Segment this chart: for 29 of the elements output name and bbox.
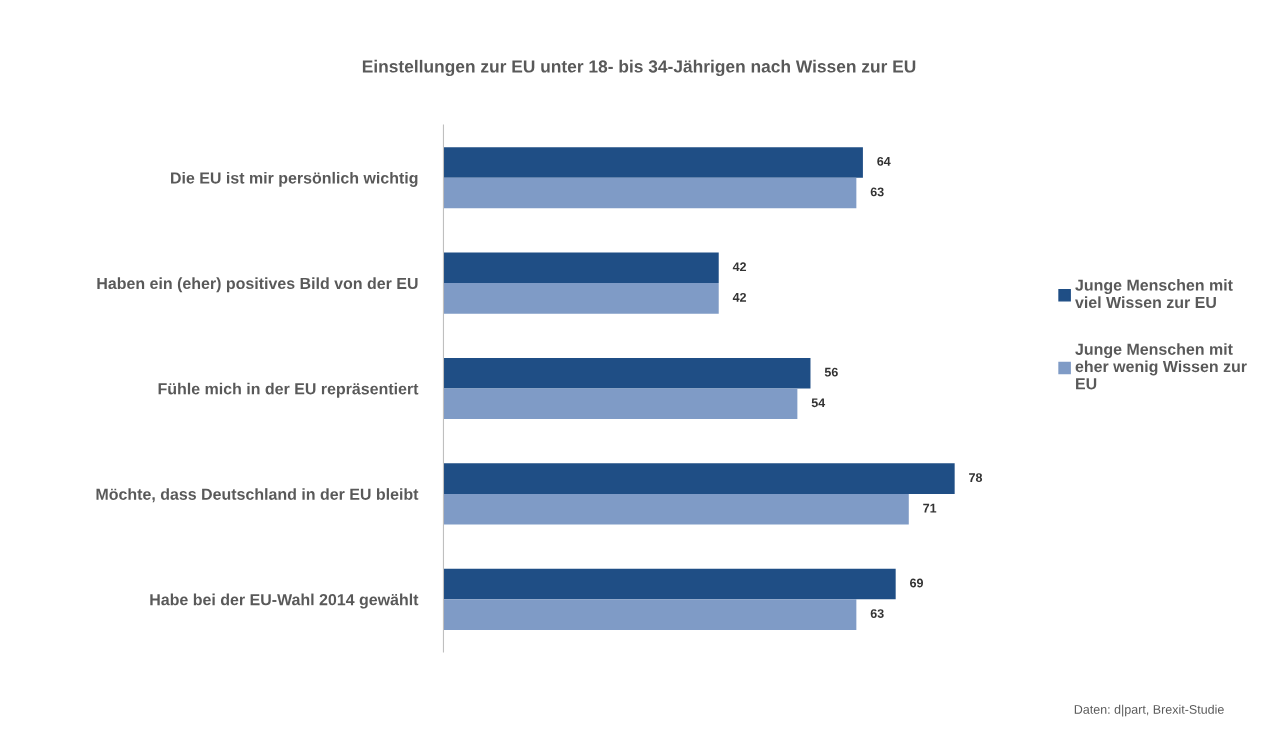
data-label: 54	[811, 398, 826, 408]
legend-label: Junge Menschen mit eher wenig Wissen zur EU	[1075, 343, 1247, 390]
chart-title: Einstellungen zur EU unter 18- bis 34-Jährigen nach Wissen zur EU	[362, 59, 916, 77]
data-label: 42	[732, 292, 747, 302]
y-tick-label: Die EU ist mir persönlich wichtig	[171, 171, 418, 187]
text: Daten: d|part, Brexit-Studie	[1074, 704, 1224, 717]
bar	[443, 147, 863, 178]
bar	[443, 493, 909, 525]
bar	[443, 177, 857, 209]
y-tick-label: Haben ein (eher) positives Bild von der EU	[97, 277, 418, 293]
data-label: 63	[870, 187, 884, 197]
bar	[443, 252, 719, 284]
y-tick-label: Habe bei der EU-Wahl 2014 gewählt	[150, 593, 419, 609]
bar	[443, 357, 811, 389]
bar	[443, 388, 798, 420]
data-label: 64	[877, 156, 891, 166]
data-label: 56	[824, 367, 838, 377]
bar	[443, 283, 719, 314]
data-label: 69	[910, 578, 924, 588]
bar	[443, 568, 896, 600]
legend-label: Junge Menschen mit viel Wissen zur EU	[1075, 279, 1233, 309]
data-label: 63	[870, 609, 884, 618]
bar	[443, 463, 955, 494]
y-tick-label: Fühle mich in der EU repräsentiert	[158, 382, 419, 398]
bar	[443, 599, 857, 630]
y-tick-label: Möchte, dass Deutschland in der EU bleibt	[96, 488, 419, 503]
data-label: 71	[923, 503, 937, 513]
data-label: 78	[969, 473, 983, 483]
data-label: 42	[732, 262, 747, 272]
